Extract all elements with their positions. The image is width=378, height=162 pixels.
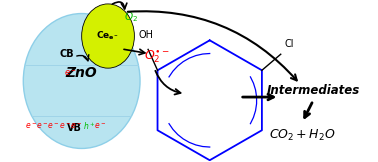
Text: $\bf{Ce}_{e^-}$: $\bf{Ce}_{e^-}$ xyxy=(96,30,120,42)
Text: $\it{e}^-$: $\it{e}^-$ xyxy=(25,121,37,131)
Text: $\it{h}^+$: $\it{h}^+$ xyxy=(83,120,96,132)
Text: $\it{e}^-$: $\it{e}^-$ xyxy=(94,121,107,131)
Text: $\it{e}^-$: $\it{e}^-$ xyxy=(64,68,77,78)
Text: $\it{e}^-$: $\it{e}^-$ xyxy=(36,121,48,131)
Text: $O_2$: $O_2$ xyxy=(124,10,138,24)
Text: ZnO: ZnO xyxy=(66,66,98,80)
Text: Cl: Cl xyxy=(285,39,294,49)
Text: $\mathit{O_2^{\bullet -}}$: $\mathit{O_2^{\bullet -}}$ xyxy=(144,49,170,65)
Text: $\it{e}^-$: $\it{e}^-$ xyxy=(47,121,59,131)
Text: CB: CB xyxy=(59,49,74,59)
Text: $\mathbf{\mathit{CO_2 + H_2O}}$: $\mathbf{\mathit{CO_2 + H_2O}}$ xyxy=(269,128,335,143)
Text: $\it{e}^-$: $\it{e}^-$ xyxy=(59,121,71,131)
Text: Intermediates: Intermediates xyxy=(266,84,360,97)
Text: $\it{e}^-$: $\it{e}^-$ xyxy=(70,121,82,131)
Text: OH: OH xyxy=(139,30,154,40)
Text: VB: VB xyxy=(67,123,82,133)
Ellipse shape xyxy=(23,14,140,148)
Ellipse shape xyxy=(82,4,135,68)
